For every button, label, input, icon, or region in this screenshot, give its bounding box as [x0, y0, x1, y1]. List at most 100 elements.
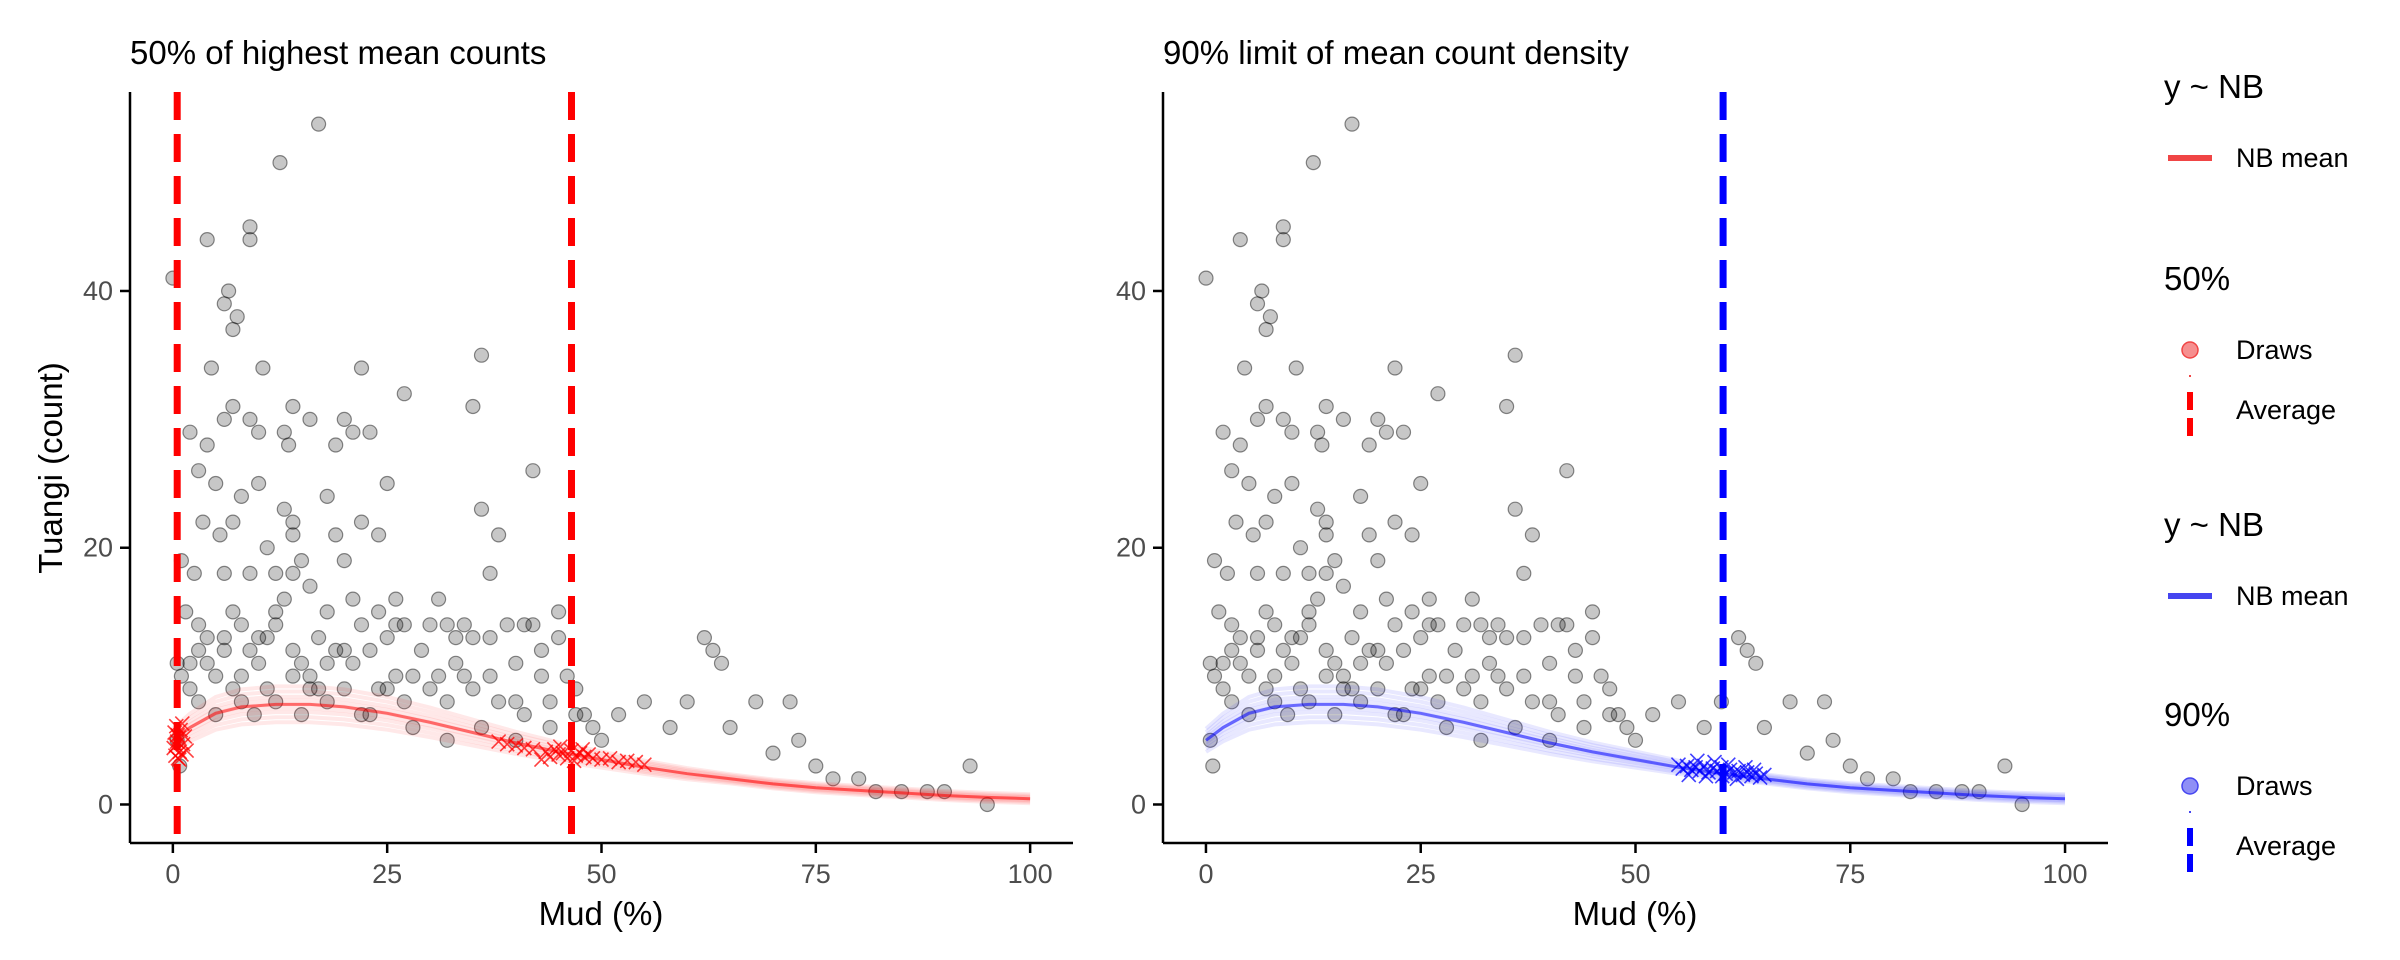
x-tick-label: 75 [801, 859, 831, 889]
x-tick-label: 50 [1620, 859, 1650, 889]
observation-point [1378, 655, 1395, 671]
observation-point [1387, 514, 1403, 530]
observation-point [1395, 642, 1412, 659]
observation-point [1610, 706, 1626, 723]
observation-point [679, 694, 695, 710]
observation-point [225, 321, 241, 338]
observation-point [508, 655, 524, 671]
observation-point [1301, 617, 1317, 633]
legend-group: 90% Draws Average [2164, 696, 2336, 872]
observation-point [242, 642, 258, 659]
observation-point [1696, 719, 1712, 736]
observation-point [1816, 694, 1833, 710]
observation-point [1335, 411, 1352, 427]
observation-point [1378, 591, 1395, 607]
observation-point [1404, 527, 1420, 543]
left-y-axis-label: Tuangi (count) [32, 362, 69, 574]
legend: y ~ NB NB mean 50% Draws Average y ~ NB NB mea… [2164, 68, 2349, 872]
observation-point [473, 347, 490, 363]
observation-point [1464, 591, 1480, 607]
posterior-draw-curve [1204, 710, 2066, 803]
observation-point [1318, 527, 1334, 543]
observation-point [1245, 527, 1261, 543]
observation-point [1318, 514, 1334, 530]
observation-point [1249, 642, 1266, 659]
observation-point [328, 642, 344, 659]
observation-point [242, 219, 258, 235]
observation-point [422, 681, 438, 697]
nb-mean-line [172, 702, 1031, 801]
observation-point [319, 655, 335, 671]
observation-point [1404, 604, 1420, 620]
observation-point [1314, 437, 1330, 453]
observation-point [276, 424, 292, 440]
observation-point [1885, 771, 1901, 787]
observation-point [1584, 604, 1601, 620]
observation-point [593, 732, 610, 748]
observation-point [371, 604, 387, 620]
observation-point [1507, 501, 1523, 517]
observation-point [1279, 706, 1296, 723]
observation-point [1361, 642, 1377, 659]
observation-point [199, 437, 215, 453]
observation-point [1327, 706, 1343, 723]
observation-point [1215, 655, 1231, 671]
y-tick-label: 40 [1116, 276, 1146, 306]
observation-point [1344, 629, 1360, 646]
observation-point [336, 552, 352, 569]
observation-point [456, 617, 472, 633]
observation-point [216, 629, 232, 646]
observation-point [1318, 565, 1334, 582]
observation-point [1413, 475, 1429, 492]
observation-point [281, 437, 297, 453]
x-tick-label: 0 [165, 859, 180, 889]
observation-point [1258, 398, 1274, 415]
left-plot-area [165, 92, 1031, 843]
observation-point [353, 360, 370, 376]
observation-point [516, 617, 532, 633]
nb-mean-line [1205, 702, 2066, 801]
observation-point [371, 681, 387, 697]
observation-point [1370, 681, 1386, 697]
observation-point [482, 629, 498, 646]
observation-point [1593, 668, 1609, 684]
observation-point [713, 655, 730, 671]
observation-point [465, 629, 481, 646]
observation-point [345, 424, 361, 440]
observation-point [1498, 398, 1515, 415]
posterior-draw-curve [171, 684, 1031, 797]
observation-point [1249, 565, 1266, 582]
observation-point [491, 694, 507, 710]
observation-point [1267, 617, 1283, 633]
observation-point [268, 617, 284, 633]
posterior-draw-curve [1204, 720, 2066, 806]
x-tick-label: 100 [2043, 859, 2088, 889]
y-tick-label: 0 [1131, 789, 1146, 819]
observation-point [791, 732, 807, 748]
observation-point [388, 668, 404, 684]
observation-point [1473, 617, 1489, 633]
draw-mark [1756, 767, 1772, 783]
observation-point [1232, 232, 1248, 248]
observation-point [1228, 514, 1244, 530]
observation-point [195, 514, 211, 530]
observation-point [311, 629, 327, 646]
observation-point [1275, 411, 1291, 427]
observation-point [585, 719, 601, 736]
observation-point [353, 617, 370, 633]
observation-point [1224, 463, 1240, 479]
observation-point [499, 617, 515, 633]
observation-point [328, 437, 344, 453]
observation-point [542, 719, 558, 736]
observation-point [1567, 642, 1584, 659]
observation-point [285, 398, 301, 415]
observation-point [251, 424, 267, 440]
observation-point [225, 604, 241, 620]
observation-point [1473, 694, 1489, 710]
observation-point [285, 514, 301, 530]
observation-point [1602, 681, 1618, 697]
observation-point [1249, 296, 1266, 312]
observation-point [1275, 565, 1291, 582]
observation-point [1215, 424, 1231, 440]
observation-point [465, 398, 481, 415]
